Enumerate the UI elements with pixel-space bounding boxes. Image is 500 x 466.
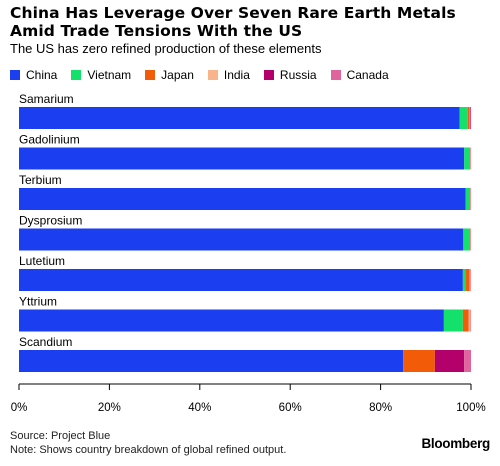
category-label: Samarium (19, 92, 74, 106)
x-tick-label: 20% (98, 402, 121, 414)
legend-label: Russia (279, 68, 317, 82)
bar-segment-india (470, 188, 471, 210)
chart-subtitle: The US has zero refined production of th… (10, 41, 322, 56)
bar-segment-japan (462, 309, 469, 332)
legend-item-japan: Japan (145, 68, 194, 82)
bar-segment-india (470, 228, 471, 251)
bar-segment-india (469, 269, 471, 291)
bar-segment-china (19, 228, 464, 251)
bar-segment-canada (470, 309, 472, 332)
bar-segment-japan (467, 107, 470, 129)
bar-segment-canada (470, 147, 472, 170)
category-label: Terbium (19, 173, 62, 187)
bar-segment-china (19, 188, 466, 210)
bar-segment-canada (470, 107, 472, 129)
legend-label: Canada (346, 68, 389, 82)
bar-segment-russia (434, 350, 465, 372)
x-tick-label: 100% (456, 402, 485, 414)
legend-item-india: India (207, 68, 250, 82)
legend-swatch (10, 70, 20, 80)
source-note: Source: Project Blue (10, 430, 111, 442)
legend-swatch (71, 70, 82, 80)
bloomberg-logo: Bloomberg (421, 436, 490, 451)
legend-swatch (207, 70, 218, 80)
bar-segment-china (19, 309, 444, 332)
legend-label: Vietnam (87, 68, 132, 82)
bar-segment-vietnam (464, 147, 470, 170)
chart-legend: China Vietnam Japan India Russia Canada (10, 68, 403, 82)
bar-segment-china (19, 350, 404, 372)
bar-segment-china (19, 147, 465, 170)
category-label: Lutetium (19, 254, 65, 268)
x-tick-label: 60% (279, 402, 302, 414)
bar-segment-japan (469, 147, 471, 170)
bar-segment-vietnam (463, 228, 470, 251)
bar-segment-canada (470, 228, 472, 251)
x-tick-label: 0% (11, 402, 28, 414)
bar-segment-japan (469, 228, 471, 251)
legend-label: China (26, 68, 58, 82)
bar-segment-china (19, 269, 463, 291)
bar-segment-russia (470, 107, 471, 129)
category-label: Gadolinium (19, 133, 80, 147)
legend-label: India (223, 68, 250, 82)
bar-segment-japan (403, 350, 435, 372)
x-tick-label: 80% (369, 402, 392, 414)
footnote: Note: Shows country breakdown of global … (10, 444, 287, 456)
category-label: Yttrium (19, 295, 57, 309)
legend-item-vietnam: Vietnam (71, 68, 131, 82)
bar-segment-india (470, 147, 471, 170)
bar-segment-china (19, 107, 460, 129)
bar-segment-india (468, 309, 471, 332)
legend-item-russia: Russia (263, 68, 317, 82)
legend-label: Japan (161, 68, 194, 82)
bar-segment-india (469, 107, 471, 129)
legend-swatch (330, 70, 341, 80)
bar-segment-canada (470, 269, 472, 291)
legend-swatch (263, 70, 274, 80)
legend-item-canada: Canada (330, 68, 389, 82)
bar-segment-vietnam (465, 188, 470, 210)
x-tick-label: 40% (188, 402, 211, 414)
category-label: Scandium (19, 335, 72, 349)
bar-segment-vietnam (462, 269, 466, 291)
bar-segment-vietnam (459, 107, 468, 129)
legend-item-china: China (10, 68, 57, 82)
chart-title: China Has Leverage Over Seven Rare Earth… (10, 4, 456, 40)
bar-segment-japan (469, 188, 471, 210)
bar-segment-canada (464, 350, 471, 372)
bar-segment-canada (470, 188, 472, 210)
category-label: Dysprosium (19, 214, 82, 228)
legend-swatch (145, 70, 156, 80)
bar-segment-vietnam (443, 309, 463, 332)
bar-segment-japan (465, 269, 470, 291)
